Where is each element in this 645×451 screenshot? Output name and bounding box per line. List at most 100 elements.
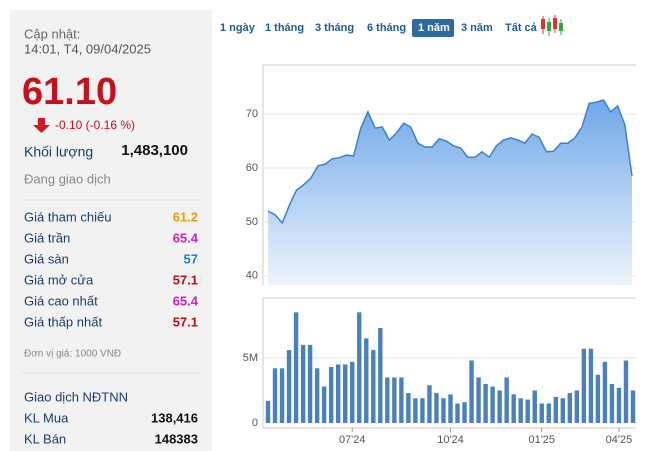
volume-bar [623,360,629,423]
y-tick-label: 70 [246,108,258,120]
volume-bar [265,400,271,423]
foreign-label: KL Mua [24,410,69,425]
volume-label: Khối lượng [24,144,93,160]
volume-bar [546,403,551,423]
change: -0.10 (-0.16 %) [55,118,135,132]
down-arrow [33,118,50,133]
foreign-title: Giao dịch NĐTNN [24,389,128,404]
tab[interactable]: 6 tháng [367,22,406,34]
price-line [267,99,633,225]
volume-bar [343,364,348,423]
price: 61.10 [22,71,117,113]
stat-value: 61.2 [173,209,198,224]
stat-value: 57.1 [173,314,198,329]
volume-bar [371,350,376,423]
volume-bar [476,377,481,423]
y-tick-label: 0 [252,417,258,429]
left-panel [10,10,212,451]
stat-label: Giá tham chiếu [24,209,111,224]
tab[interactable]: 3 tháng [315,22,354,34]
foreign-label: KL Bán [24,431,66,446]
stat-label: Giá cao nhất [24,293,98,308]
volume-bar [497,390,502,423]
volume-bar [279,368,285,423]
volume-bar [286,350,292,423]
volume-bar [364,338,369,423]
volume-bar [532,390,537,423]
volume-bar [462,402,467,423]
update-time: 14:01, T4, 09/04/2025 [24,41,151,56]
volume-bar [441,398,446,423]
x-tick-label: 04'25 [606,434,633,446]
volume-bar [518,398,523,423]
volume-bar [314,368,320,423]
volume-bar [392,377,397,423]
volume-bar [378,327,383,423]
volume-bar [616,387,622,423]
volume-bar [385,377,390,423]
foreign-value: 148383 [155,431,198,446]
foreign-value: 138,416 [151,410,198,425]
volume-bar [553,396,558,423]
y-tick-label: 60 [246,162,258,174]
volume-bar [469,360,474,423]
update-label: Cập nhật: [24,26,80,41]
volume-bar [567,393,573,423]
volume: 1,483,100 [121,142,188,159]
y-tick-label: 50 [246,216,258,228]
x-tick-label: 01'25 [528,434,555,446]
volume-bar [630,390,636,423]
volume-bar [328,367,334,423]
volume-bar [602,361,608,423]
unit-note: Đơn vị giá: 1000 VNĐ [24,349,121,360]
y-tick-label: 5M [243,352,258,364]
volume-bar [272,368,278,423]
x-tick-label: 07'24 [339,434,366,446]
volume-bar [490,386,495,423]
status: Đang giao dịch [24,171,111,186]
volume-bar [448,394,453,423]
stat-label: Giá trần [24,230,70,245]
candle-icon [541,15,563,36]
volume-bar [300,344,306,423]
volume-bar [357,312,362,423]
tab[interactable]: 1 ngày [220,22,256,34]
tab[interactable]: 3 năm [461,22,493,34]
volume-bar [609,383,615,423]
stat-label: Giá thấp nhất [24,314,102,329]
price-area [268,100,632,285]
tab[interactable]: Tất cả [505,22,538,34]
stat-label: Giá sàn [24,251,69,266]
volume-bar [455,403,460,423]
volume-bar [434,393,439,423]
volume-bar [525,399,530,423]
volume-bar [483,383,488,423]
volume-bar [427,385,432,423]
stat-value: 65.4 [173,293,199,308]
volume-bar [321,386,327,423]
volume-bar [595,374,601,423]
volume-bar [539,403,544,423]
x-tick-label: 10'24 [437,434,464,446]
volume-bar [413,398,418,423]
volume-bar [574,390,580,423]
stat-value: 57.1 [173,272,198,287]
volume-bar [335,364,341,423]
volume-bar [399,377,404,423]
volume-bar [293,312,299,423]
stat-label: Giá mở cửa [24,272,94,287]
stat-value: 57 [184,251,198,266]
volume-bar [581,348,587,423]
volume-bar [420,398,425,423]
tab-selected-bg [412,19,454,37]
volume-bar [504,377,509,423]
tab[interactable]: 1 tháng [265,22,304,34]
volume-bar [511,394,516,423]
volume-bar [560,398,566,423]
tab[interactable]: 1 năm [418,22,450,34]
volume-bar [350,361,355,423]
volume-bar [307,344,313,423]
y-tick-label: 40 [246,270,258,282]
stat-value: 65.4 [173,230,199,245]
